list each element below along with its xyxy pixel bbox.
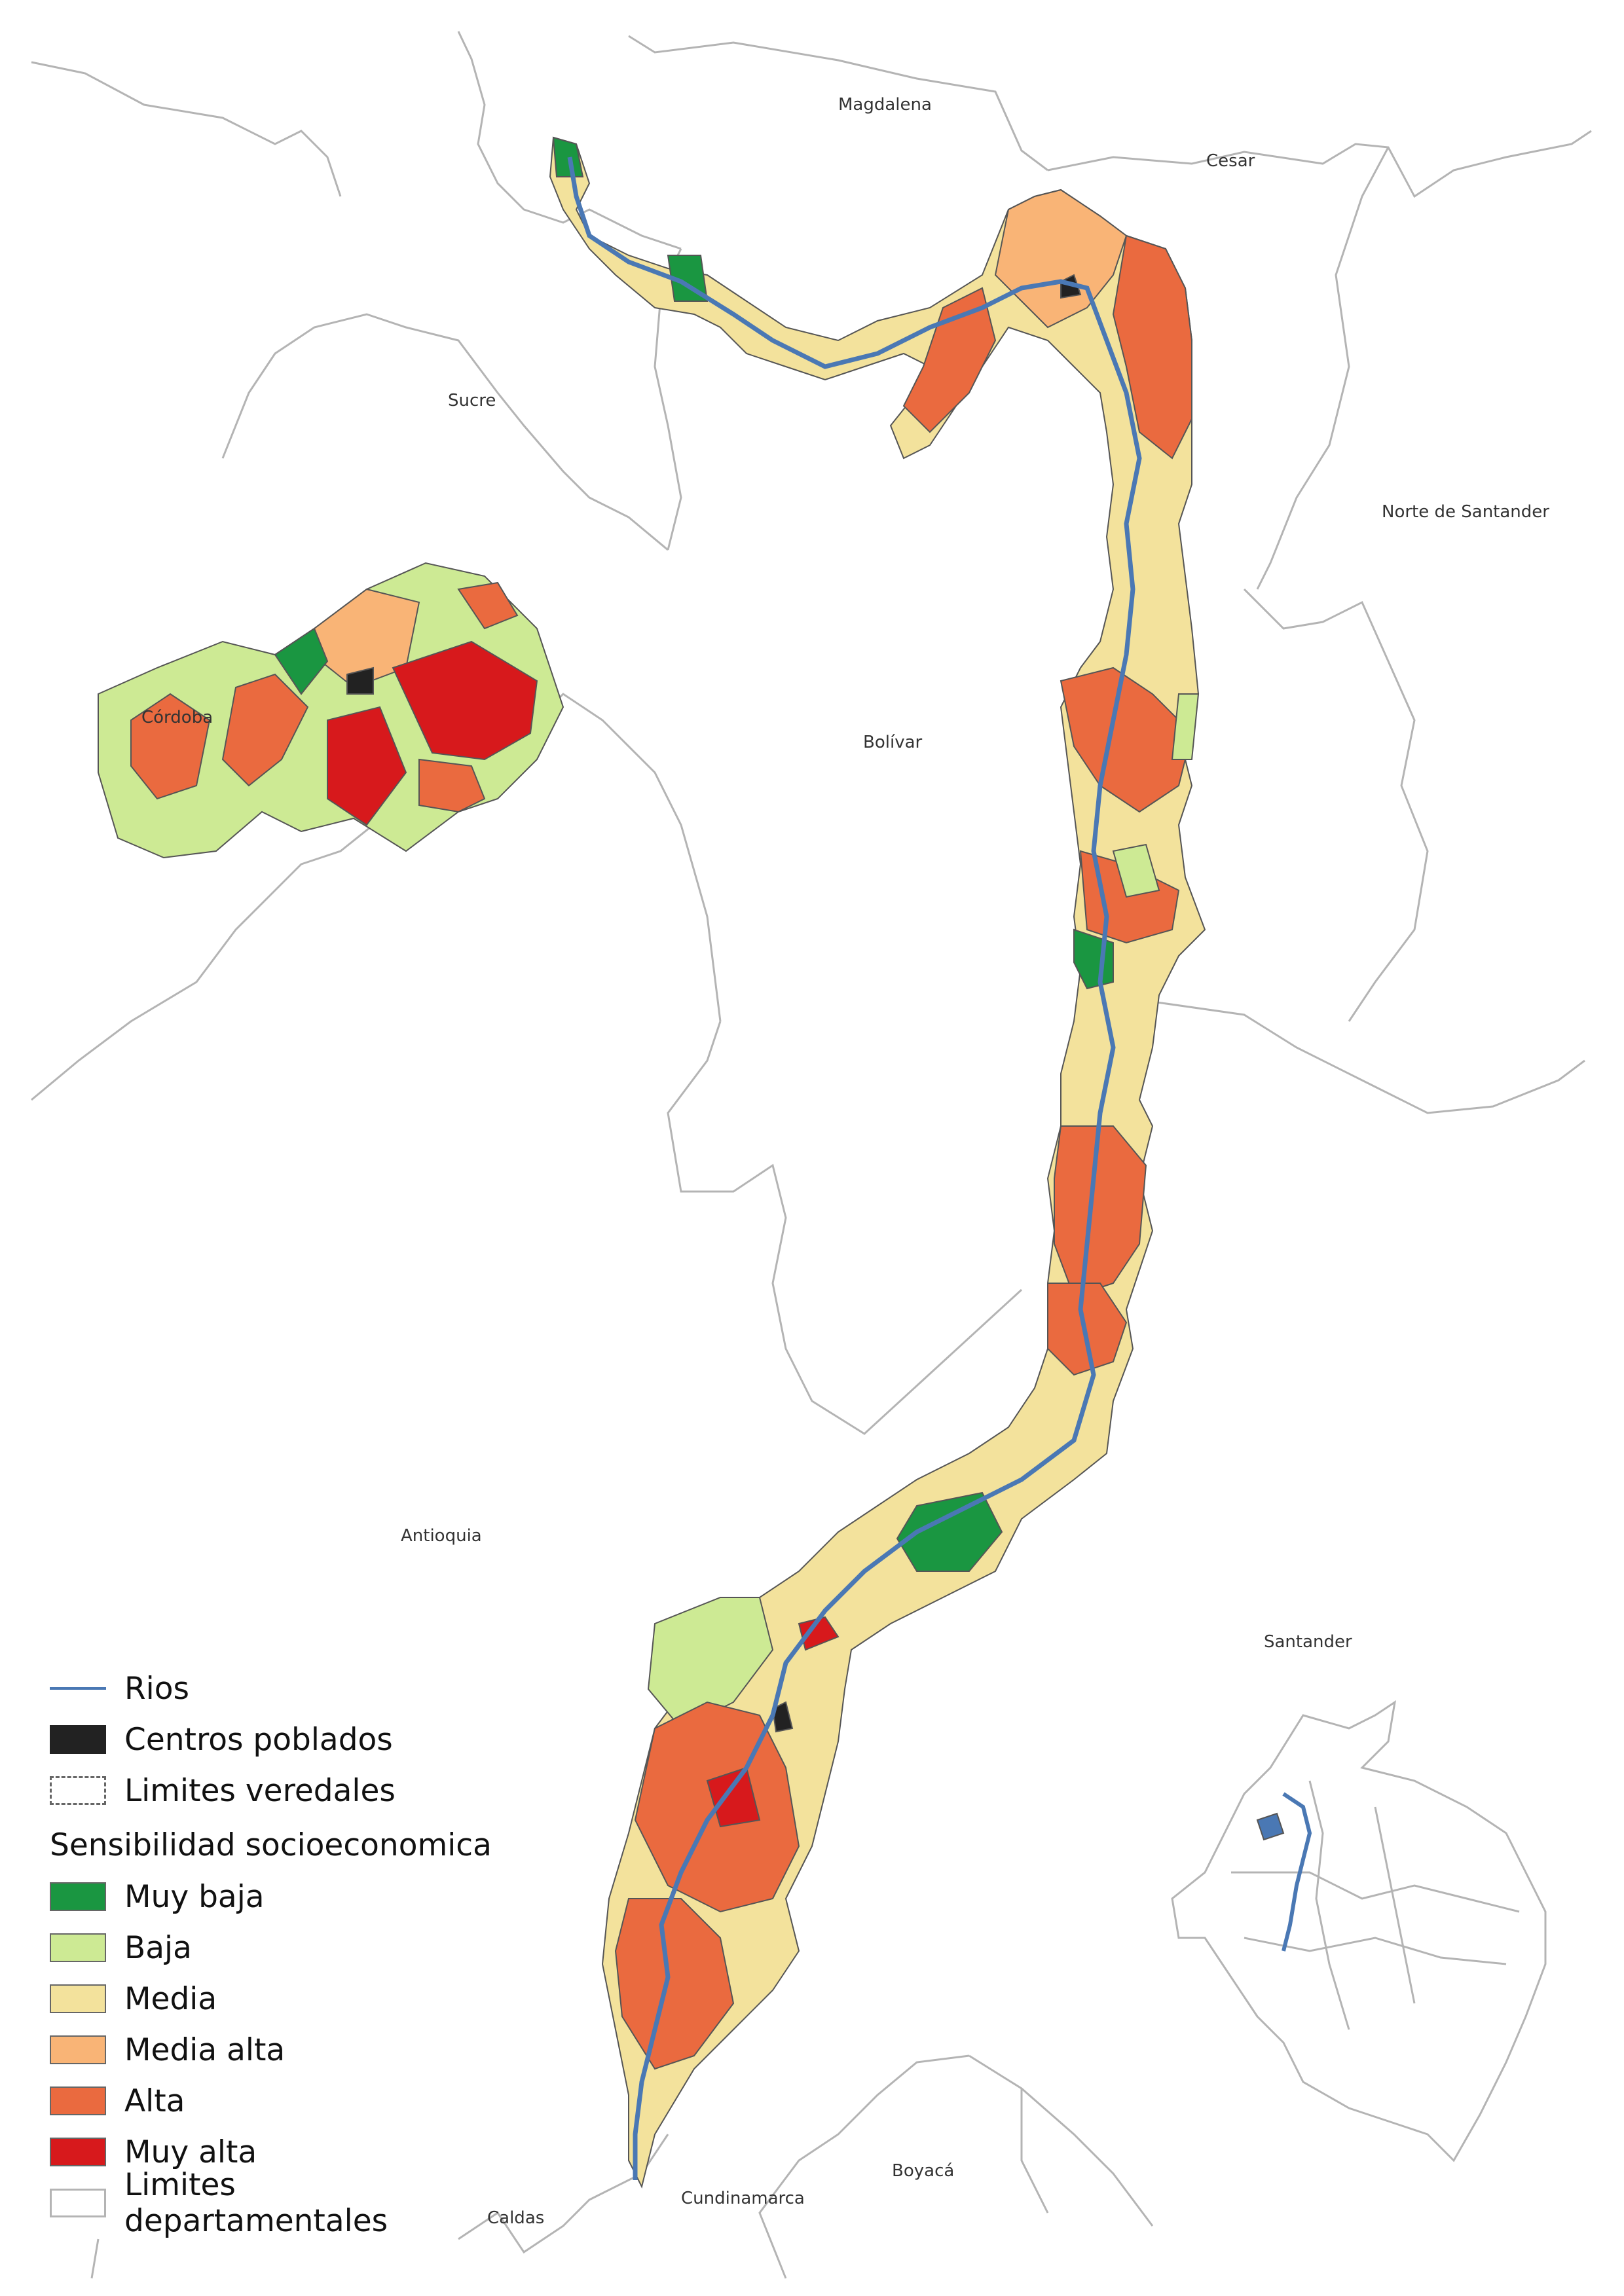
label-bolivar: Bolívar xyxy=(863,733,923,752)
legend-item-media-alta: Media alta xyxy=(50,2024,508,2075)
map-legend: Rios Centros poblados Limites veredales … xyxy=(50,1663,508,2239)
label-cordoba: Córdoba xyxy=(141,708,213,727)
centros-swatch-icon xyxy=(50,1725,106,1754)
label-caldas: Caldas xyxy=(487,2208,544,2228)
legend-item-rios: Rios xyxy=(50,1663,508,1714)
legend-item-centros: Centros poblados xyxy=(50,1714,508,1765)
legend-item-baja: Baja xyxy=(50,1922,508,1973)
legend-label-baja: Baja xyxy=(124,1929,192,1966)
legend-label-limites-veredales: Limites veredales xyxy=(124,1772,396,1809)
label-norte-de-santander: Norte de Santander xyxy=(1382,502,1549,522)
label-magdalena: Magdalena xyxy=(838,95,932,115)
river-line xyxy=(567,156,1142,2180)
veredales-swatch-icon xyxy=(50,1776,106,1805)
magdalena-corridor-sensitivity xyxy=(549,136,1206,2189)
inset-cordoba-patch xyxy=(1256,1812,1285,1841)
legend-item-muy-alta: Muy alta xyxy=(50,2126,508,2178)
label-cesar: Cesar xyxy=(1206,151,1255,171)
label-sucre: Sucre xyxy=(448,391,496,410)
label-santander: Santander xyxy=(1264,1632,1352,1652)
media-swatch-icon xyxy=(50,1984,106,2013)
legend-item-limites-departamentales: Limites departamentales xyxy=(50,2167,508,2239)
inset-map-colombia xyxy=(1171,1700,1547,2162)
legend-label-rios: Rios xyxy=(124,1670,189,1707)
baja-swatch-icon xyxy=(50,1933,106,1962)
legend-label-media: Media xyxy=(124,1980,217,2017)
legend-label-media-alta: Media alta xyxy=(124,2032,286,2068)
label-boyaca: Boyacá xyxy=(892,2161,954,2181)
legend-label-alta: Alta xyxy=(124,2083,185,2119)
departamentales-swatch-icon xyxy=(50,2189,106,2217)
alta-swatch-icon xyxy=(50,2086,106,2115)
cordoba-sensitivity-area xyxy=(98,562,564,859)
legend-heading: Sensibilidad socioeconomica xyxy=(50,1827,492,1863)
legend-label-muy-alta: Muy alta xyxy=(124,2134,257,2170)
label-antioquia: Antioquia xyxy=(401,1526,482,1546)
legend-label-centros: Centros poblados xyxy=(124,1721,393,1758)
legend-classes: Muy baja Baja Media Media alta Alta Muy alta xyxy=(50,1871,508,2178)
river-line-icon xyxy=(50,1674,106,1703)
legend-item-limites-veredales: Limites veredales xyxy=(50,1765,508,1816)
legend-label-limites-departamentales: Limites departamentales xyxy=(124,2167,388,2239)
legend-label-muy-baja: Muy baja xyxy=(124,1878,265,1915)
legend-item-alta: Alta xyxy=(50,2075,508,2126)
legend-item-media: Media xyxy=(50,1973,508,2024)
label-cundinamarca: Cundinamarca xyxy=(681,2189,805,2208)
inset-river-line xyxy=(1282,1792,1312,1952)
media-alta-swatch-icon xyxy=(50,2035,106,2064)
muy-alta-swatch-icon xyxy=(50,2138,106,2166)
legend-item-muy-baja: Muy baja xyxy=(50,1871,508,1922)
muy-baja-swatch-icon xyxy=(50,1882,106,1911)
